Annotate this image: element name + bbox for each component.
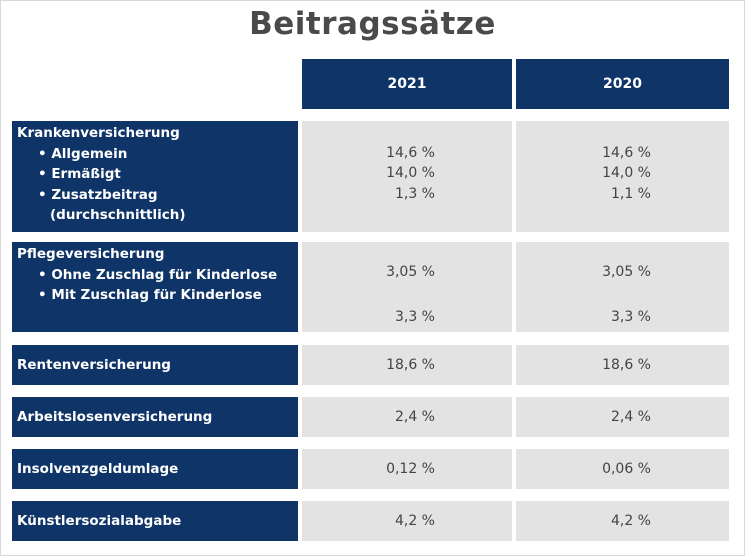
- value: 3,05 %: [386, 264, 435, 280]
- value: 1,1 %: [610, 186, 651, 202]
- value: 0,12 %: [386, 460, 435, 477]
- value: 3,3 %: [394, 309, 435, 325]
- cell-2021-krankenversicherung: 14,6 % 14,0 % 1,3 %: [302, 121, 512, 232]
- sub-item: • Mit Zuschlag für Kinderlose: [38, 287, 262, 303]
- value: 14,6 %: [602, 145, 651, 161]
- value: 18,6 %: [386, 356, 435, 373]
- column-header-2021: 2021: [302, 59, 512, 109]
- value: 1,3 %: [394, 186, 435, 202]
- cell-2021-rentenversicherung: 18,6 %: [302, 345, 512, 385]
- value: 14,0 %: [386, 165, 435, 181]
- column-header-2020: 2020: [516, 59, 729, 109]
- row-label-krankenversicherung: Krankenversicherung • Allgemein • Ermäßi…: [12, 121, 298, 232]
- sub-item: • Zusatzbeitrag (durchschnittlich): [38, 186, 186, 224]
- row-label-insolvenzgeldumlage: Insolvenzgeldumlage: [12, 449, 298, 489]
- value: 2,4 %: [394, 408, 435, 425]
- cell-2020-kuenstlersozialabgabe: 4,2 %: [516, 501, 729, 541]
- cell-2020-rentenversicherung: 18,6 %: [516, 345, 729, 385]
- value: 4,2 %: [610, 512, 651, 529]
- cell-2020-insolvenzgeldumlage: 0,06 %: [516, 449, 729, 489]
- cell-2020-krankenversicherung: 14,6 % 14,0 % 1,1 %: [516, 121, 729, 232]
- value: 2,4 %: [610, 408, 651, 425]
- sub-item: • Allgemein: [38, 145, 128, 162]
- value: 3,3 %: [610, 309, 651, 325]
- value: 14,0 %: [602, 165, 651, 181]
- cell-2021-kuenstlersozialabgabe: 4,2 %: [302, 501, 512, 541]
- value: 4,2 %: [394, 512, 435, 529]
- row-label-kuenstlersozialabgabe: Künstlersozialabgabe: [12, 501, 298, 541]
- cell-2020-pflegeversicherung: 3,05 % 3,3 %: [516, 242, 729, 332]
- value: 0,06 %: [602, 460, 651, 477]
- row-label-rentenversicherung: Rentenversicherung: [12, 345, 298, 385]
- cell-2021-insolvenzgeldumlage: 0,12 %: [302, 449, 512, 489]
- page-title: Beitragssätze: [249, 6, 496, 42]
- cell-2021-pflegeversicherung: 3,05 % 3,3 %: [302, 242, 512, 332]
- value: 18,6 %: [602, 356, 651, 373]
- sub-item: • Ermäßigt: [38, 166, 121, 182]
- row-title: Krankenversicherung: [17, 125, 180, 141]
- row-label-pflegeversicherung: Pflegeversicherung • Ohne Zuschlag für K…: [12, 242, 298, 332]
- cell-2020-arbeitslosenversicherung: 2,4 %: [516, 397, 729, 437]
- row-label-arbeitslosenversicherung: Arbeitslosenversicherung: [12, 397, 298, 437]
- value: 3,05 %: [602, 264, 651, 280]
- cell-2021-arbeitslosenversicherung: 2,4 %: [302, 397, 512, 437]
- row-title: Pflegeversicherung: [17, 246, 165, 262]
- value: 14,6 %: [386, 145, 435, 161]
- sub-item: • Ohne Zuschlag für Kinderlose: [38, 266, 278, 283]
